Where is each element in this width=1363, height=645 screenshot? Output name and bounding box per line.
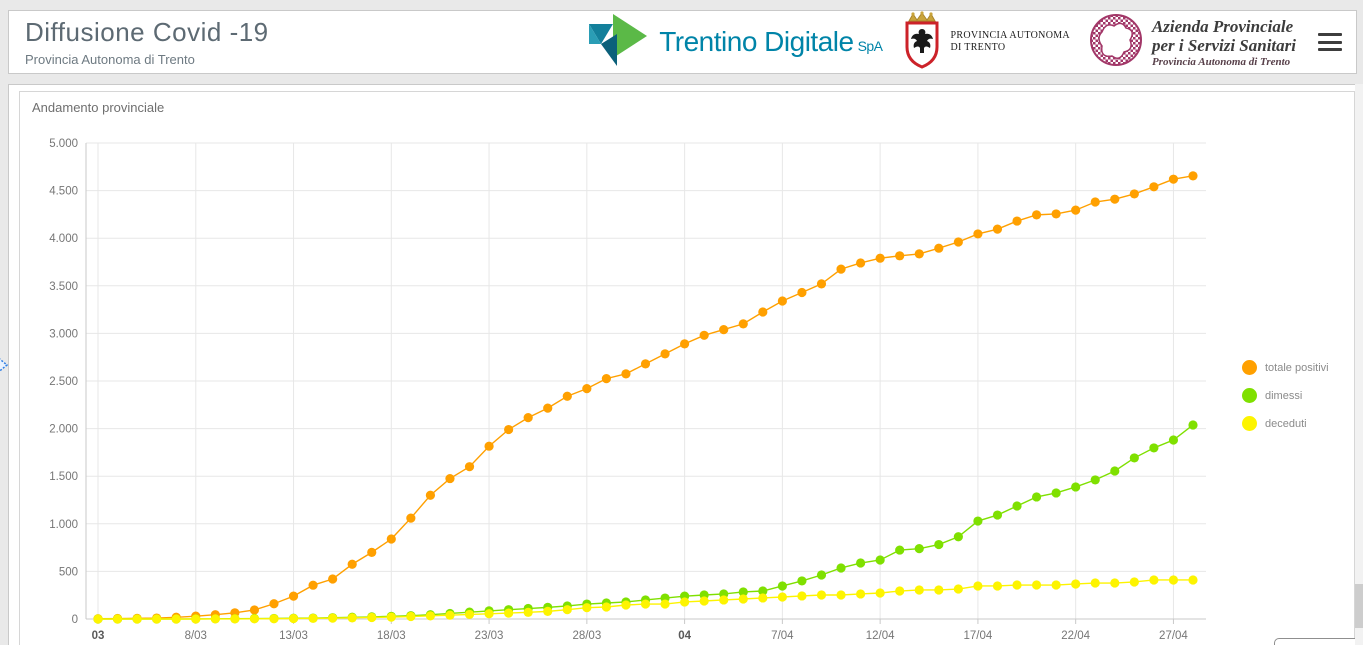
svg-text:3.000: 3.000 — [49, 328, 78, 340]
trentino-digitale-logo: Trentino Digitale SpA — [587, 12, 883, 73]
legend-label: deceduti — [1265, 417, 1307, 430]
svg-text:0: 0 — [72, 614, 78, 626]
legend-item-dimessi[interactable]: dimessi — [1242, 388, 1329, 403]
page-subtitle: Provincia Autonoma di Trento — [25, 52, 195, 67]
header-logos: Trentino Digitale SpA PROVINCIA AUTONOMA … — [587, 10, 1342, 74]
legend-dot-icon — [1242, 388, 1257, 403]
pat-wordmark: PROVINCIA AUTONOMA DI TRENTO — [950, 30, 1070, 53]
chart-card: Andamento provinciale 0 500 1.000 1.500 2.00… — [8, 84, 1363, 645]
expand-panel-chevron-icon[interactable] — [0, 354, 10, 376]
legend-dot-icon — [1242, 416, 1257, 431]
header-bar: Diffusione Covid -19 Provincia Autonoma … — [8, 10, 1357, 74]
title-block: Diffusione Covid -19 Provincia Autonoma … — [25, 17, 269, 67]
svg-text:28/03: 28/03 — [572, 630, 601, 642]
line-chart-canvas[interactable]: 0 500 1.000 1.500 2.000 2.500 3.000 3.500 4.000 4… — [20, 120, 1356, 645]
hamburger-menu-icon[interactable] — [1318, 33, 1342, 51]
svg-text:17/04: 17/04 — [964, 630, 993, 642]
svg-text:7/04: 7/04 — [771, 630, 794, 642]
svg-text:1.500: 1.500 — [49, 471, 78, 483]
svg-text:18/03: 18/03 — [377, 630, 406, 642]
legend-label: totale positivi — [1265, 361, 1329, 374]
chart-title: Andamento provinciale — [32, 100, 165, 115]
svg-text:27/04: 27/04 — [1159, 630, 1188, 642]
svg-text:1.000: 1.000 — [49, 519, 78, 531]
svg-text:4.500: 4.500 — [49, 186, 78, 198]
trentino-digitale-wordmark: Trentino Digitale SpA — [659, 26, 883, 57]
svg-text:12/04: 12/04 — [866, 630, 895, 642]
svg-text:5.000: 5.000 — [49, 138, 78, 150]
svg-text:3.500: 3.500 — [49, 281, 78, 293]
svg-text:500: 500 — [59, 566, 78, 578]
apss-logo: Azienda Provinciale per i Servizi Sanita… — [1088, 12, 1296, 73]
svg-text:22/04: 22/04 — [1061, 630, 1090, 642]
apss-emblem-icon — [1088, 12, 1144, 73]
svg-text:04: 04 — [678, 630, 691, 642]
svg-text:23/03: 23/03 — [475, 630, 504, 642]
page-title: Diffusione Covid -19 — [25, 17, 269, 47]
legend-dot-icon — [1242, 360, 1257, 375]
vertical-scrollbar-thumb[interactable] — [1355, 584, 1363, 628]
legend-label: dimessi — [1265, 389, 1303, 402]
apss-wordmark: Azienda Provinciale per i Servizi Sanita… — [1151, 16, 1296, 68]
vertical-scrollbar-track[interactable] — [1355, 84, 1363, 645]
trentino-digitale-logo-icon — [587, 12, 649, 73]
svg-text:2.500: 2.500 — [49, 376, 78, 388]
svg-text:8/03: 8/03 — [185, 630, 207, 642]
chart-panel: Andamento provinciale 0 500 1.000 1.500 2.00… — [19, 91, 1363, 645]
svg-text:03: 03 — [92, 630, 105, 642]
svg-text:13/03: 13/03 — [279, 630, 308, 642]
svg-text:4.000: 4.000 — [49, 233, 78, 245]
show-data-button[interactable]: Mostra Dati — [1274, 638, 1363, 645]
pat-coat-of-arms-icon — [901, 10, 943, 74]
chart-legend: totale positivi dimessi deceduti — [1242, 360, 1329, 431]
legend-item-totale-positivi[interactable]: totale positivi — [1242, 360, 1329, 375]
provincia-autonoma-trento-logo: PROVINCIA AUTONOMA DI TRENTO — [901, 10, 1070, 74]
legend-item-deceduti[interactable]: deceduti — [1242, 416, 1329, 431]
svg-text:2.000: 2.000 — [49, 424, 78, 436]
